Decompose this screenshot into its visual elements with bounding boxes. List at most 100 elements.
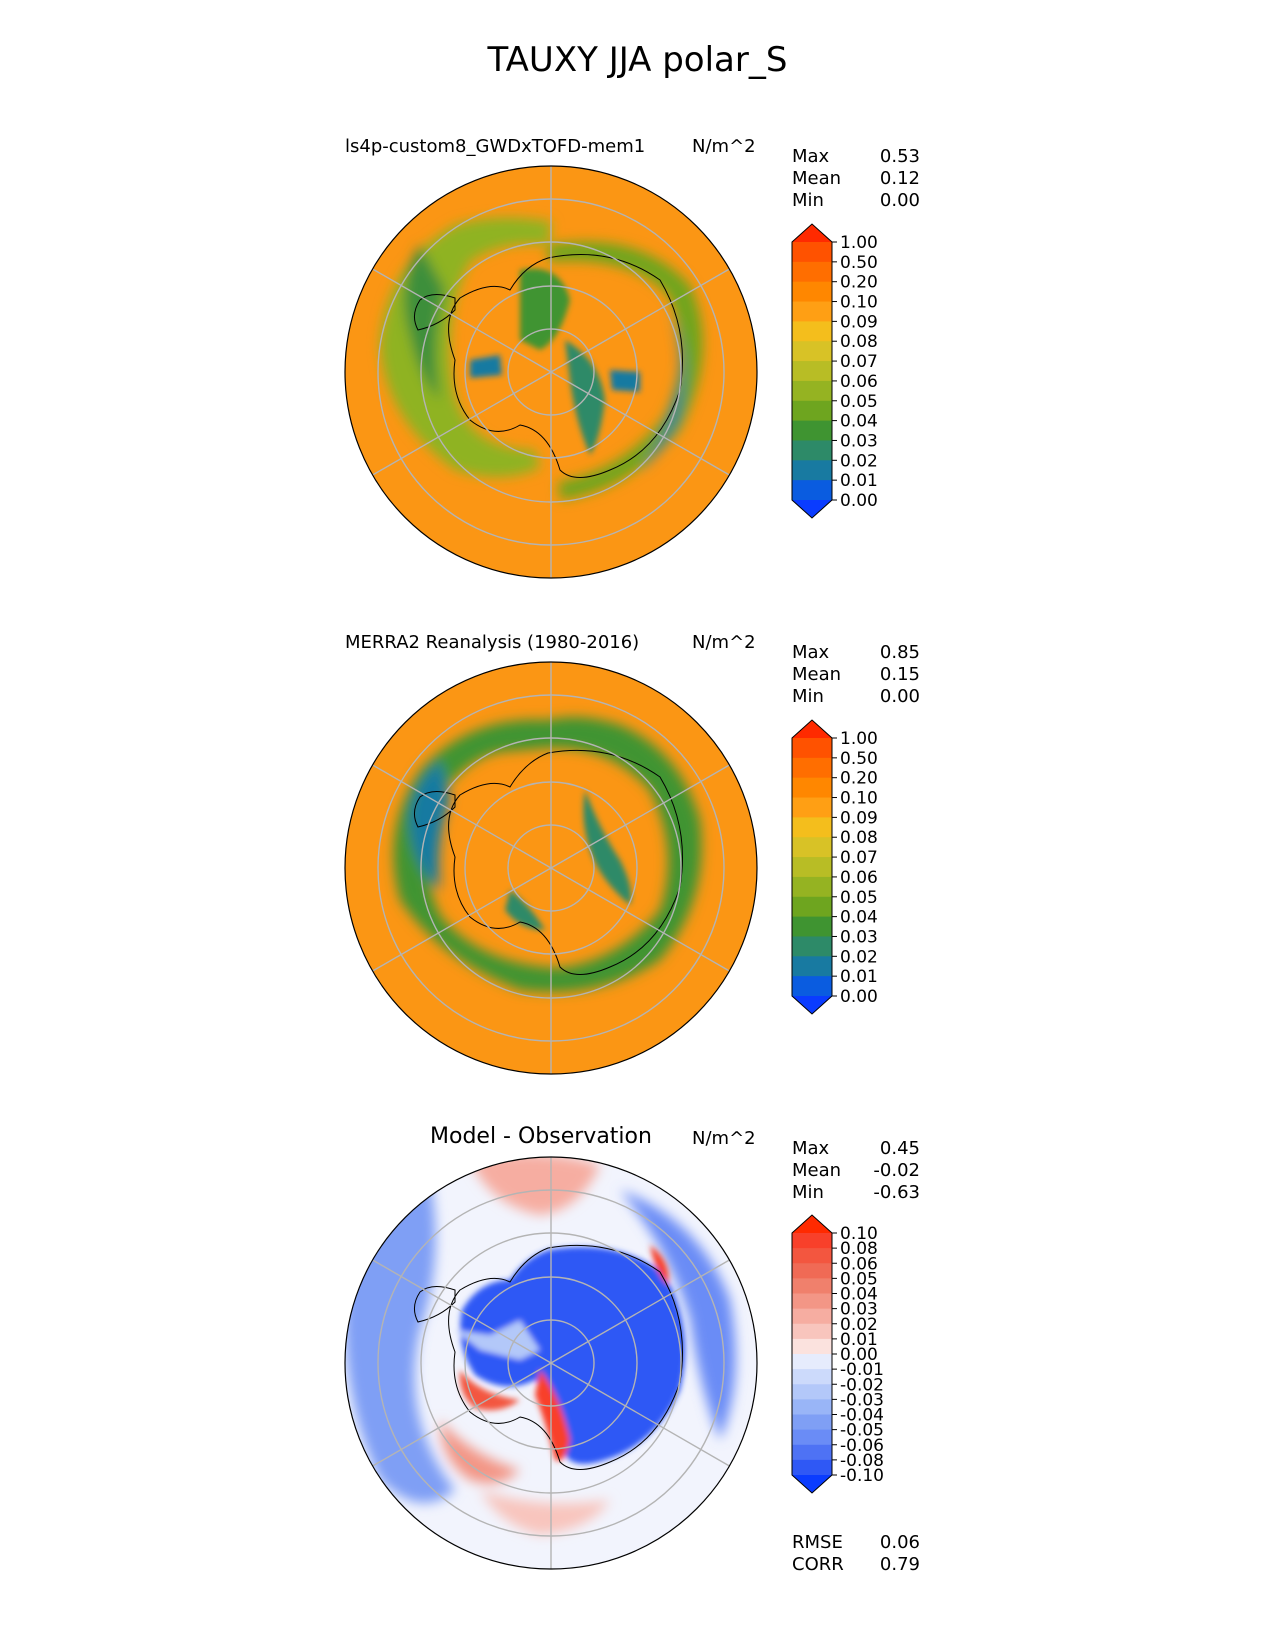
panel-2-stat-max-value: 0.85 <box>879 642 920 663</box>
colorbar-tick-label: 0.10 <box>840 1224 878 1244</box>
colorbar-tick-label: 0.00 <box>840 491 878 511</box>
colorbar-segment <box>792 976 832 997</box>
panel-1-stat-min-label: Min <box>792 190 824 211</box>
colorbar-tick-label: 0.08 <box>840 828 878 848</box>
colorbar-tick-label: 0.08 <box>840 332 878 352</box>
panel-2-stat-mean-label: Mean <box>792 664 842 685</box>
colorbar-tick-label: -0.02 <box>840 1375 884 1395</box>
colorbar-tick-label: -0.04 <box>840 1406 884 1426</box>
colorbar-tick-label: 0.10 <box>840 293 878 313</box>
colorbar-segment <box>792 876 832 898</box>
colorbar-segment <box>792 1293 832 1310</box>
panel-3-stat-mean-label: Mean <box>792 1160 842 1181</box>
colorbar-tick-label: 0.06 <box>840 1254 878 1274</box>
colorbar-segment <box>792 757 832 779</box>
colorbar-extend-max <box>792 1215 832 1233</box>
colorbar-segment <box>792 361 832 382</box>
colorbar-tick-label: 0.05 <box>840 392 878 412</box>
colorbar-tick-label: 0.07 <box>840 352 878 372</box>
colorbar-tick-label: 1.00 <box>840 729 878 749</box>
panel-3-units: N/m^2 <box>692 1128 756 1149</box>
colorbar-tick-label: 0.01 <box>840 471 878 491</box>
colorbar-segment <box>792 1384 832 1400</box>
panel-1-title: ls4p-custom8_GWDxTOFD-mem1 <box>345 136 646 157</box>
colorbar-tick-label: 0.05 <box>840 1269 878 1289</box>
colorbar-tick-label: 0.50 <box>840 749 878 769</box>
colorbar-tick-label: 0.02 <box>840 947 878 967</box>
colorbar-segment <box>792 1369 832 1385</box>
panel-3-metric-corr-label: CORR <box>792 1554 844 1575</box>
colorbars: 1.000.500.200.100.090.080.070.060.050.04… <box>791 223 884 1494</box>
colorbar-tick-label: 0.03 <box>840 1300 878 1320</box>
colorbar-tick-label: 0.08 <box>840 1239 878 1259</box>
panel-2-stat-mean-value: 0.15 <box>879 664 920 685</box>
colorbar-extend-max <box>792 720 832 738</box>
panel-1-graticule <box>372 166 730 578</box>
colorbar-segment <box>792 797 832 818</box>
colorbar-segment <box>792 956 832 977</box>
colorbar-segment <box>792 916 832 938</box>
panel-3-map <box>344 1156 758 1570</box>
colorbar-tick-label: -0.03 <box>840 1390 884 1410</box>
colorbar-tick-label: 0.09 <box>840 808 878 828</box>
colorbar-tick-label: 0.04 <box>840 1285 878 1305</box>
figure-title: TAUXY JJA polar_S <box>487 40 788 80</box>
colorbar-segment <box>792 420 832 442</box>
colorbar-segment <box>792 440 832 461</box>
panel-2-map <box>344 661 758 1075</box>
colorbar-segment <box>792 896 832 918</box>
colorbar-tick-label: 0.03 <box>840 431 878 451</box>
colorbar-segment <box>792 1323 832 1340</box>
colorbar-segment <box>792 460 832 481</box>
colorbar-tick-label: 0.01 <box>840 1330 878 1350</box>
colorbar-tick-label: 1.00 <box>840 233 878 253</box>
colorbar-segment <box>792 321 832 342</box>
colorbar-segment <box>792 1399 832 1416</box>
panel-3-title: Model - Observation <box>430 1124 652 1149</box>
colorbar-tick-label: -0.08 <box>840 1451 884 1471</box>
colorbar-tick-label: 0.07 <box>840 848 878 868</box>
colorbar-segment <box>792 857 832 878</box>
colorbar-segment <box>792 1429 832 1446</box>
colorbar-segment <box>792 1414 832 1431</box>
colorbar-tick-label: 0.09 <box>840 312 878 332</box>
panel-3-stat-max-value: 0.45 <box>879 1138 920 1159</box>
colorbar-tick-label: -0.10 <box>840 1466 884 1486</box>
panel-3-stat-min-value: -0.63 <box>873 1182 920 1203</box>
colorbar-extend-max <box>792 224 832 242</box>
colorbar-segment <box>792 777 832 799</box>
colorbar-segment <box>792 242 832 263</box>
panel-2-stat-min-label: Min <box>792 686 824 707</box>
colorbar-segment <box>792 1338 832 1355</box>
colorbar-segment <box>792 1308 832 1325</box>
panel-1-stat-max-value: 0.53 <box>879 146 920 167</box>
panel-3-colorbar: 0.100.080.060.050.040.030.020.010.00-0.0… <box>791 1214 884 1494</box>
panel-1-stat-max-label: Max <box>792 146 830 167</box>
colorbar-segment <box>792 341 832 362</box>
colorbar-tick-label: 0.20 <box>840 273 878 293</box>
colorbar-segment <box>792 380 832 402</box>
colorbar-tick-label: -0.06 <box>840 1436 884 1456</box>
panel-1-colorbar: 1.000.500.200.100.090.080.070.060.050.04… <box>791 223 878 519</box>
panel-1-coastline <box>414 253 683 478</box>
colorbar-tick-label: 0.10 <box>840 789 878 809</box>
panel-3-graticule <box>372 1157 730 1569</box>
panel-1-map <box>344 165 758 579</box>
colorbar-tick-label: 0.03 <box>840 927 878 947</box>
colorbar-tick-label: 0.04 <box>840 908 878 928</box>
colorbar-tick-label: 0.00 <box>840 987 878 1007</box>
colorbar-tick-label: 0.02 <box>840 451 878 471</box>
colorbar-segment <box>792 837 832 858</box>
colorbar-tick-label: 0.06 <box>840 868 878 888</box>
panel-3-stat-max-label: Max <box>792 1138 830 1159</box>
panel-2-stat-min-value: 0.00 <box>879 686 920 707</box>
colorbar-segment <box>792 817 832 838</box>
panel-3-metric-corr-value: 0.79 <box>879 1554 920 1575</box>
panel-2-units: N/m^2 <box>692 632 756 653</box>
colorbar-tick-label: 0.00 <box>840 1345 878 1365</box>
colorbar-segment <box>792 301 832 322</box>
colorbar-segment <box>792 1233 832 1249</box>
colorbar-segment <box>792 480 832 501</box>
colorbar-extend-min <box>792 996 832 1014</box>
panel-1-stat-mean-label: Mean <box>792 168 842 189</box>
